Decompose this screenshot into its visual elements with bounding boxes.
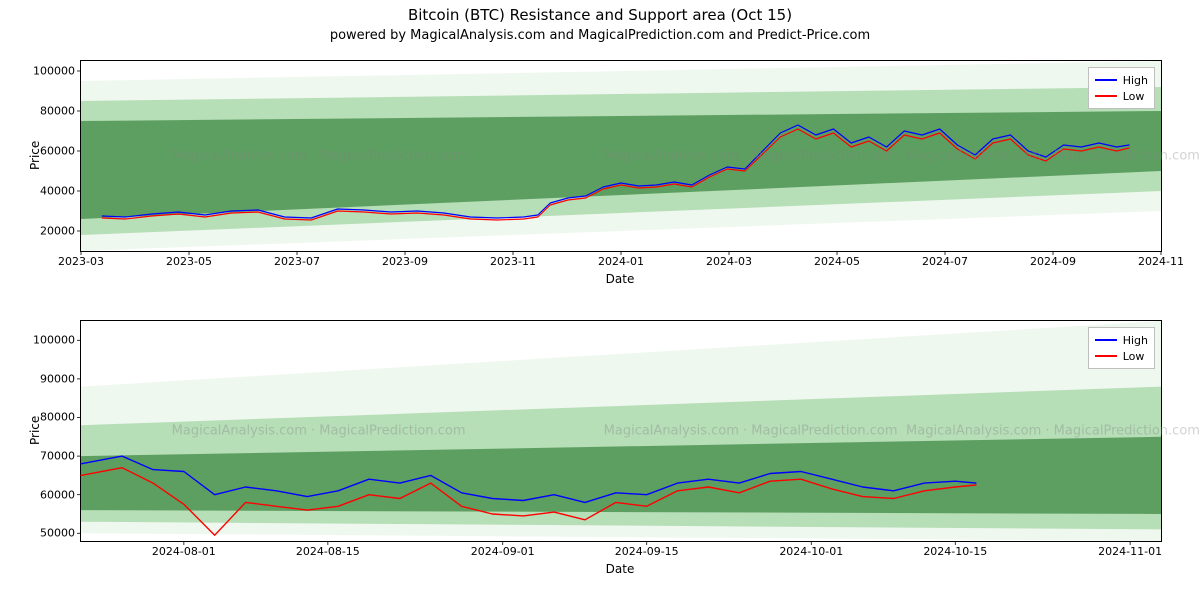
legend-label: Low <box>1123 90 1145 103</box>
ylabel-top: Price <box>28 141 42 170</box>
ytick-label: 80000 <box>40 105 75 118</box>
xtick-label: 2023-07 <box>274 255 320 268</box>
xtick-label: 2024-05 <box>814 255 860 268</box>
legend-item: Low <box>1095 348 1148 364</box>
ytick-label: 60000 <box>40 488 75 501</box>
legend-item: High <box>1095 332 1148 348</box>
ytick-label: 100000 <box>33 65 75 78</box>
figure: Bitcoin (BTC) Resistance and Support are… <box>0 0 1200 600</box>
ytick-label: 100000 <box>33 334 75 347</box>
ylabel-bottom: Price <box>28 416 42 445</box>
legend-swatch <box>1095 79 1117 81</box>
xtick-label: 2023-05 <box>166 255 212 268</box>
plot-bottom <box>81 321 1161 541</box>
legend-swatch <box>1095 339 1117 341</box>
xtick-label: 2024-09-01 <box>471 545 535 558</box>
ytick-label: 60000 <box>40 145 75 158</box>
panel-top: HighLow MagicalAnalysis.com · MagicalPre… <box>80 60 1162 252</box>
xlabel-top: Date <box>80 272 1160 286</box>
legend-swatch <box>1095 355 1117 357</box>
ytick-label: 80000 <box>40 411 75 424</box>
ytick-label: 40000 <box>40 185 75 198</box>
legend-item: High <box>1095 72 1148 88</box>
chart-title: Bitcoin (BTC) Resistance and Support are… <box>0 6 1200 24</box>
legend-label: Low <box>1123 350 1145 363</box>
ytick-label: 20000 <box>40 225 75 238</box>
plot-top <box>81 61 1161 251</box>
chart-subtitle: powered by MagicalAnalysis.com and Magic… <box>0 28 1200 43</box>
legend-bottom: High Low <box>1088 327 1155 369</box>
xtick-label: 2024-10-15 <box>923 545 987 558</box>
xtick-label: 2024-08-15 <box>296 545 360 558</box>
ytick-label: 90000 <box>40 372 75 385</box>
xtick-label: 2024-11-01 <box>1098 545 1162 558</box>
xtick-label: 2024-08-01 <box>152 545 216 558</box>
xtick-label: 2024-01 <box>598 255 644 268</box>
ytick-label: 50000 <box>40 527 75 540</box>
xtick-label: 2024-09 <box>1030 255 1076 268</box>
ytick-label: 70000 <box>40 450 75 463</box>
legend-top: High Low <box>1088 67 1155 109</box>
xtick-label: 2024-10-01 <box>779 545 843 558</box>
xlabel-bottom: Date <box>80 562 1160 576</box>
xtick-label: 2024-03 <box>706 255 752 268</box>
legend-label: High <box>1123 334 1148 347</box>
xtick-label: 2023-09 <box>382 255 428 268</box>
legend-swatch <box>1095 95 1117 97</box>
xtick-label: 2024-11 <box>1138 255 1184 268</box>
xtick-label: 2023-03 <box>58 255 104 268</box>
xtick-label: 2023-11 <box>490 255 536 268</box>
xtick-label: 2024-09-15 <box>615 545 679 558</box>
legend-label: High <box>1123 74 1148 87</box>
xtick-label: 2024-07 <box>922 255 968 268</box>
legend-item: Low <box>1095 88 1148 104</box>
panel-bottom: HighLow MagicalAnalysis.com · MagicalPre… <box>80 320 1162 542</box>
